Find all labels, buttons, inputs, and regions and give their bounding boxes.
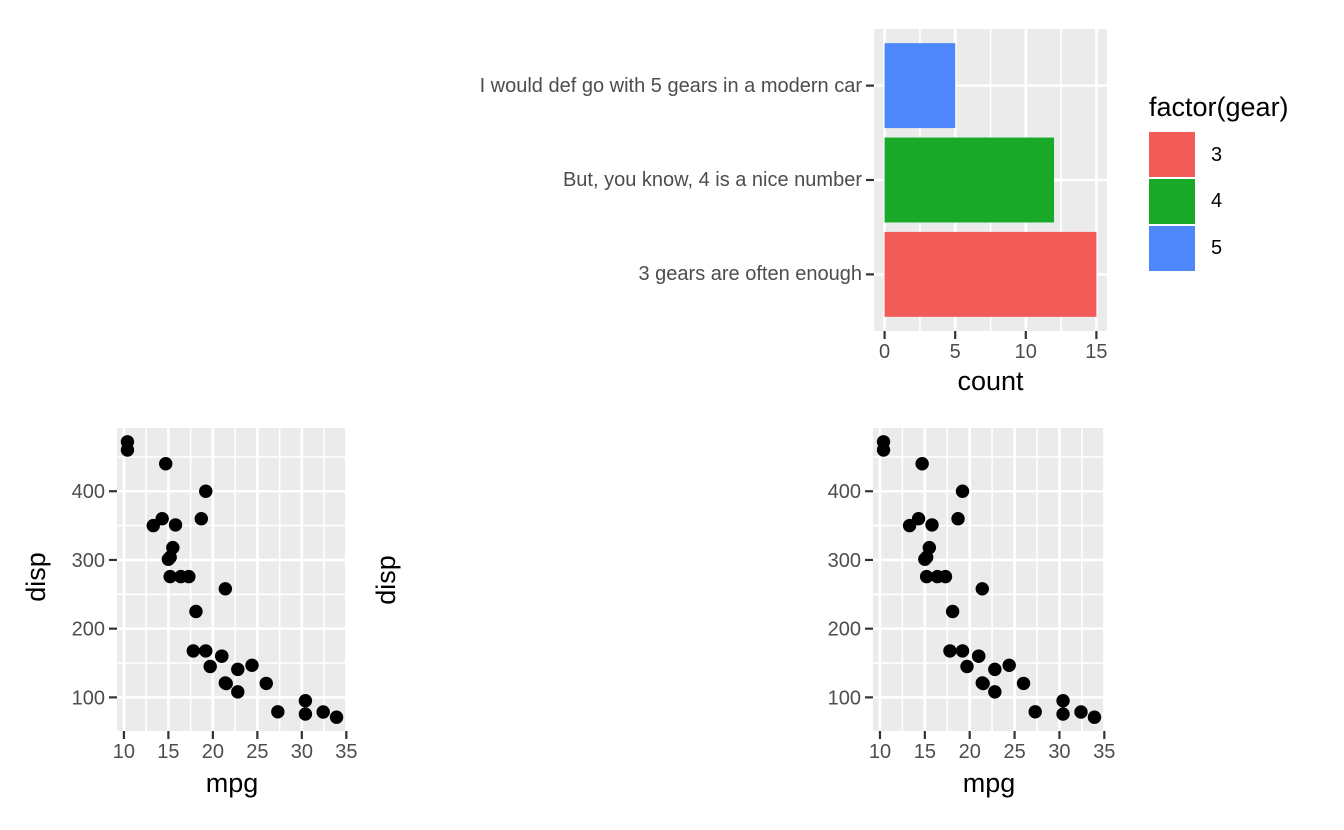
legend-title: factor(gear) (1149, 92, 1289, 122)
bar-x-axis-title: count (957, 366, 1024, 396)
data-point (120, 443, 135, 457)
data-point (329, 710, 344, 724)
data-point (1056, 707, 1070, 721)
data-point (168, 518, 183, 532)
legend-label-gear5: 5 (1211, 237, 1223, 259)
data-point (189, 604, 203, 619)
axis-tick-label: 10 (113, 741, 135, 763)
data-point (943, 644, 957, 658)
axis-tick-label: 5 (950, 341, 961, 363)
data-point (876, 443, 891, 457)
legend-label-gear3: 3 (1211, 144, 1223, 166)
data-point (199, 484, 213, 498)
data-point (218, 582, 233, 596)
data-point (971, 649, 986, 663)
axis-tick-label: 35 (335, 741, 357, 763)
axis-tick-label: 400 (72, 481, 105, 503)
data-point (245, 658, 259, 672)
data-point (215, 649, 229, 663)
bar-category-label-5-gears: I would def go with 5 gears in a modern … (479, 75, 862, 97)
data-point (259, 676, 273, 691)
axis-tick-label: 100 (828, 687, 861, 709)
data-point (902, 518, 917, 533)
axis-tick-label: 20 (202, 741, 224, 763)
data-point (988, 685, 1002, 699)
data-point (231, 685, 245, 699)
data-point (271, 705, 285, 719)
scatter-right-y-axis-title: disp (371, 555, 401, 605)
data-point (1074, 705, 1088, 719)
data-point (163, 569, 177, 584)
data-point (915, 457, 929, 471)
axis-tick-label: 30 (291, 741, 313, 763)
axis-tick-label: 0 (879, 341, 890, 363)
data-point (975, 582, 989, 596)
bar-category-label-3-gears: 3 gears are often enough (638, 263, 862, 285)
axis-tick-label: 200 (828, 619, 861, 641)
scatter-right-x-axis-title: mpg (962, 768, 1016, 798)
data-point (1016, 676, 1031, 691)
axis-tick-label: 15 (914, 741, 936, 763)
data-point (988, 662, 1002, 677)
data-point (925, 518, 939, 532)
data-point (199, 644, 213, 658)
data-point (298, 694, 313, 708)
data-point (194, 512, 209, 526)
axis-tick-label: 10 (869, 741, 891, 763)
data-point (316, 705, 330, 719)
axis-tick-label: 300 (72, 550, 105, 572)
data-point (1028, 705, 1042, 719)
scatter-left-y-axis-title: disp (21, 552, 51, 602)
data-point (951, 512, 965, 526)
axis-tick-label: 30 (1048, 741, 1070, 763)
axis-tick-label: 35 (1093, 741, 1115, 763)
data-point (918, 552, 932, 566)
axis-tick-label: 15 (157, 741, 179, 763)
legend-swatch-gear5 (1149, 226, 1195, 271)
data-point (186, 644, 200, 658)
bar-gear-3 (884, 231, 1097, 317)
bar-gear-4 (884, 137, 1055, 223)
axis-tick-label: 10 (1015, 341, 1037, 363)
data-point (146, 518, 160, 533)
data-point (1002, 658, 1016, 672)
axis-tick-label: 400 (828, 481, 861, 503)
data-point (161, 552, 176, 566)
bar-gear-5 (884, 43, 956, 129)
data-point (203, 659, 217, 674)
data-point (159, 457, 173, 471)
axis-tick-label: 25 (1003, 741, 1025, 763)
axis-tick-label: 25 (246, 741, 268, 763)
axis-tick-label: 100 (72, 687, 105, 709)
legend-swatch-gear4 (1149, 179, 1195, 224)
axis-tick-label: 20 (959, 741, 981, 763)
data-point (938, 569, 953, 584)
data-point (182, 569, 196, 584)
legend-swatch-gear3 (1149, 132, 1195, 177)
scatter-left-x-axis-title: mpg (205, 768, 259, 798)
data-point (960, 659, 974, 674)
data-point (919, 569, 934, 584)
bar-category-label-4-gears: But, you know, 4 is a nice number (562, 169, 862, 191)
data-point (231, 662, 245, 677)
data-point (1056, 694, 1070, 708)
data-point (945, 604, 960, 619)
data-point (975, 676, 989, 690)
data-point (1087, 710, 1102, 724)
axis-tick-label: 300 (828, 550, 861, 572)
data-point (955, 644, 970, 658)
data-point (955, 484, 970, 498)
data-point (218, 676, 233, 690)
legend-label-gear4: 4 (1211, 190, 1223, 212)
axis-tick-label: 200 (72, 619, 105, 641)
data-point (298, 707, 313, 721)
axis-tick-label: 15 (1085, 341, 1107, 363)
